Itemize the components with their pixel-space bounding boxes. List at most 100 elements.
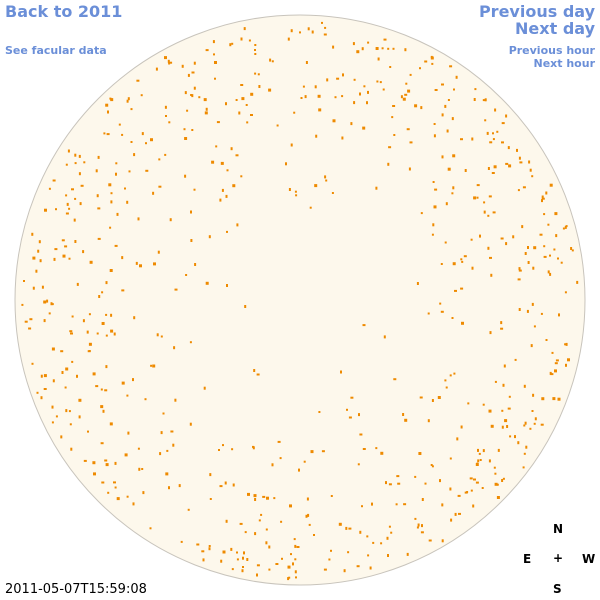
facular-point <box>490 424 494 428</box>
facular-point <box>121 381 125 385</box>
facular-point <box>208 235 211 239</box>
facular-data-link[interactable]: See facular data <box>5 44 107 57</box>
facular-point <box>543 245 546 248</box>
facular-point <box>464 491 468 494</box>
facular-point <box>564 291 567 294</box>
facular-point <box>54 248 58 251</box>
facular-point <box>105 103 109 107</box>
facular-point <box>185 274 188 276</box>
facular-point <box>103 132 106 135</box>
solar-disc <box>14 14 586 586</box>
previous-day-link[interactable]: Previous day <box>478 2 595 21</box>
facular-point <box>239 522 243 525</box>
facular-point <box>564 343 567 346</box>
facular-point <box>352 42 355 46</box>
facular-point <box>306 497 309 501</box>
facular-point <box>489 141 493 144</box>
facular-point <box>268 568 271 571</box>
facular-point <box>295 576 297 579</box>
facular-point <box>78 398 82 402</box>
facular-point <box>277 440 281 443</box>
next-hour-link[interactable]: Next hour <box>533 57 596 70</box>
facular-point <box>231 568 234 571</box>
facular-point <box>29 318 33 321</box>
facular-point <box>236 558 239 561</box>
facular-point <box>500 321 503 325</box>
facular-point <box>293 538 296 541</box>
facular-point <box>314 184 318 188</box>
facular-point <box>194 263 197 266</box>
facular-point <box>114 486 117 489</box>
facular-point <box>380 542 383 545</box>
facular-point <box>512 235 515 239</box>
facular-point <box>534 417 537 421</box>
facular-point <box>92 461 95 464</box>
facular-point <box>509 435 512 438</box>
facular-point <box>321 21 323 24</box>
facular-point <box>65 194 68 197</box>
facular-point <box>290 29 293 33</box>
facular-point <box>527 261 530 264</box>
facular-point <box>461 260 464 263</box>
facular-point <box>205 107 208 111</box>
facular-point <box>236 551 238 554</box>
facular-point <box>296 546 300 548</box>
facular-point <box>406 128 410 131</box>
facular-point <box>501 122 505 125</box>
facular-point <box>87 350 91 353</box>
facular-point <box>303 460 306 463</box>
back-link[interactable]: Back to 2011 <box>5 2 123 21</box>
facular-point <box>490 273 493 277</box>
facular-point <box>514 435 516 439</box>
facular-point <box>101 322 105 325</box>
facular-point <box>61 371 64 374</box>
facular-point <box>483 201 486 204</box>
facular-point <box>203 386 206 390</box>
facular-point <box>554 362 558 365</box>
facular-point <box>294 544 297 548</box>
previous-hour-link[interactable]: Previous hour <box>508 44 595 57</box>
facular-point <box>356 50 360 54</box>
facular-point <box>361 47 364 51</box>
facular-point <box>545 191 548 195</box>
facular-point <box>268 545 271 549</box>
facular-point <box>395 503 398 506</box>
facular-point <box>545 339 548 341</box>
facular-point <box>460 258 463 261</box>
facular-point <box>24 320 28 323</box>
facular-point <box>516 148 518 152</box>
facular-point <box>132 378 134 382</box>
next-day-link[interactable]: Next day <box>515 19 595 38</box>
facular-point <box>155 67 158 71</box>
facular-point <box>71 315 74 318</box>
facular-point <box>214 61 217 64</box>
facular-point <box>552 397 556 401</box>
facular-point <box>173 346 176 350</box>
facular-point <box>524 252 527 255</box>
facular-point <box>447 167 451 171</box>
facular-point <box>323 568 327 571</box>
facular-point <box>523 424 526 427</box>
facular-point <box>266 496 269 500</box>
facular-point <box>144 398 147 401</box>
facular-point <box>528 160 531 164</box>
facular-point <box>187 73 190 77</box>
facular-point <box>126 200 129 204</box>
facular-point <box>473 196 477 200</box>
facular-point <box>68 257 71 260</box>
facular-point <box>362 324 366 327</box>
facular-point <box>262 495 266 498</box>
facular-point <box>375 47 379 50</box>
facular-point <box>230 547 233 551</box>
facular-point <box>65 409 68 413</box>
facular-point <box>32 286 35 290</box>
facular-point <box>518 267 521 271</box>
facular-point <box>304 95 307 99</box>
facular-point <box>469 477 473 480</box>
facular-point <box>204 111 208 115</box>
facular-point <box>367 90 369 94</box>
facular-point <box>232 483 235 487</box>
facular-point <box>203 98 207 102</box>
facular-point <box>488 195 492 198</box>
facular-point <box>421 498 424 501</box>
